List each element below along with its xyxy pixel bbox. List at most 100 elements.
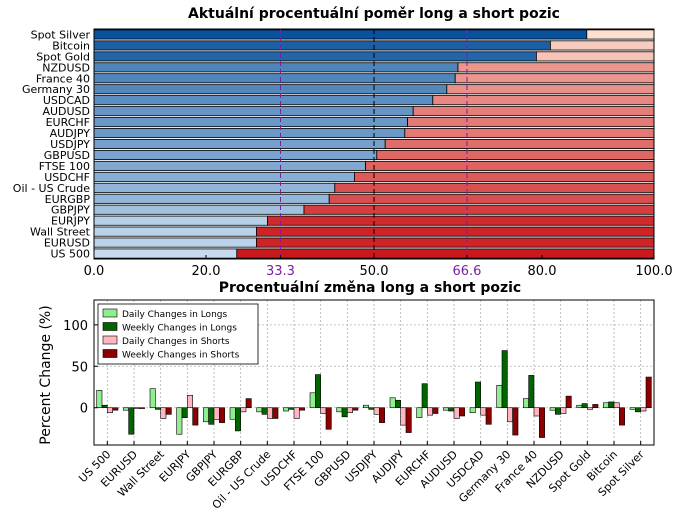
long-bar [93, 149, 378, 160]
ratio-x-ticks: 0.0 20.0 33.3 50.0 66.6 80.0 100.0 [84, 255, 673, 279]
category-label: EURUSD [44, 237, 90, 250]
category-label: USDCAD [43, 94, 90, 107]
change-bar [267, 407, 273, 419]
short-bar [536, 51, 655, 62]
change-bar [560, 407, 567, 414]
change-y-ticks: 0 50 100 [63, 319, 98, 417]
change-bar [176, 407, 183, 435]
change-bar [512, 407, 519, 436]
change-bar [123, 407, 129, 411]
change-bar [139, 407, 145, 409]
category-label: EURCHF [46, 116, 90, 129]
category-label: GBPUSD [44, 149, 90, 162]
x-tick-label: 20.0 [192, 264, 221, 279]
category-label: NZDUSD [42, 61, 90, 74]
change-bar [448, 407, 455, 412]
ratio-reference-lines [279, 29, 468, 259]
change-bar [400, 407, 407, 426]
legend-label: Daily Changes in Longs [122, 310, 227, 320]
legend-label: Weekly Changes in Longs [122, 324, 237, 334]
change-bar [469, 407, 476, 413]
short-bar [303, 204, 655, 215]
category-label: Germany 30 [22, 83, 90, 96]
x-tick-label: 33.3 [266, 264, 295, 279]
change-bar [299, 407, 305, 411]
change-bars [96, 350, 652, 438]
category-label: Bitcoin [52, 39, 90, 52]
change-bar [395, 399, 401, 409]
ratio-chart-title: Aktuální procentuální poměr long a short… [188, 6, 560, 22]
y-tick-label: 50 [71, 360, 88, 375]
legend-swatch [102, 308, 118, 318]
x-tick-label: 80.0 [528, 264, 557, 279]
category-label: EURJPY [51, 215, 90, 228]
change-bar [645, 376, 652, 409]
change-bar [619, 407, 625, 426]
short-bar [328, 193, 655, 204]
short-bar [550, 40, 655, 51]
change-legend: Daily Changes in Longs Weekly Changes in … [97, 303, 259, 365]
legend-swatch [102, 322, 118, 331]
long-bar [93, 237, 257, 248]
legend-label: Weekly Changes in Shorts [122, 351, 240, 361]
change-bar [128, 407, 135, 435]
change-bar [288, 407, 295, 410]
long-bar [93, 106, 414, 117]
change-bar [112, 407, 119, 411]
legend-swatch [102, 349, 118, 358]
category-label: EURGBP [45, 193, 91, 206]
short-bar [457, 62, 655, 73]
x-tick-label: 0.0 [84, 264, 105, 279]
change-bar [539, 407, 545, 438]
category-label: GBPJPY [51, 204, 90, 217]
change-bar [629, 407, 636, 410]
category-label: Spot Silver [31, 28, 91, 41]
long-bar [93, 40, 551, 51]
change-bar [192, 407, 199, 426]
long-bar [93, 84, 448, 95]
change-bar [261, 407, 268, 415]
change-bar [325, 407, 332, 430]
change-bar [549, 407, 556, 411]
change-chart-title: Procentuální změna long a short pozic [219, 280, 521, 296]
change-bar [187, 394, 193, 409]
change-bar [181, 407, 188, 418]
x-tick-label: 50.0 [360, 264, 389, 279]
long-bar [93, 171, 355, 182]
short-bar [236, 248, 655, 259]
ratio-bars [93, 29, 655, 259]
change-bar [283, 407, 289, 412]
y-tick-label: 100 [63, 319, 88, 334]
short-bar [267, 215, 655, 226]
ratio-chart: Aktuální procentuální poměr long a short… [13, 6, 673, 279]
change-bar [320, 407, 327, 414]
change-bar [363, 404, 369, 409]
category-label: Oil - US Crude [13, 182, 90, 195]
change-bar [101, 404, 108, 409]
short-bar [407, 117, 655, 128]
change-bar [379, 407, 385, 423]
change-bar [485, 407, 492, 425]
change-bar [581, 403, 588, 409]
change-bar [96, 390, 103, 409]
change-bar [432, 407, 439, 414]
change-bar [352, 407, 359, 411]
change-bar [421, 383, 428, 409]
category-label: Spot Gold [36, 50, 90, 63]
long-bar [93, 204, 305, 215]
change-bar [219, 407, 225, 423]
change-bar [427, 407, 433, 416]
change-bar [229, 407, 236, 420]
change-chart: Procentuální změna long a short pozic 0 5… [38, 280, 655, 512]
change-bar [501, 350, 508, 409]
short-bar [334, 182, 655, 193]
long-bar [93, 62, 459, 73]
change-bar [203, 407, 209, 423]
x-tick-label: 100.0 [635, 264, 672, 279]
change-bar [208, 407, 215, 425]
short-bar [384, 138, 655, 149]
short-bar [255, 237, 655, 248]
change-bar [405, 407, 412, 433]
change-bar [293, 407, 300, 419]
